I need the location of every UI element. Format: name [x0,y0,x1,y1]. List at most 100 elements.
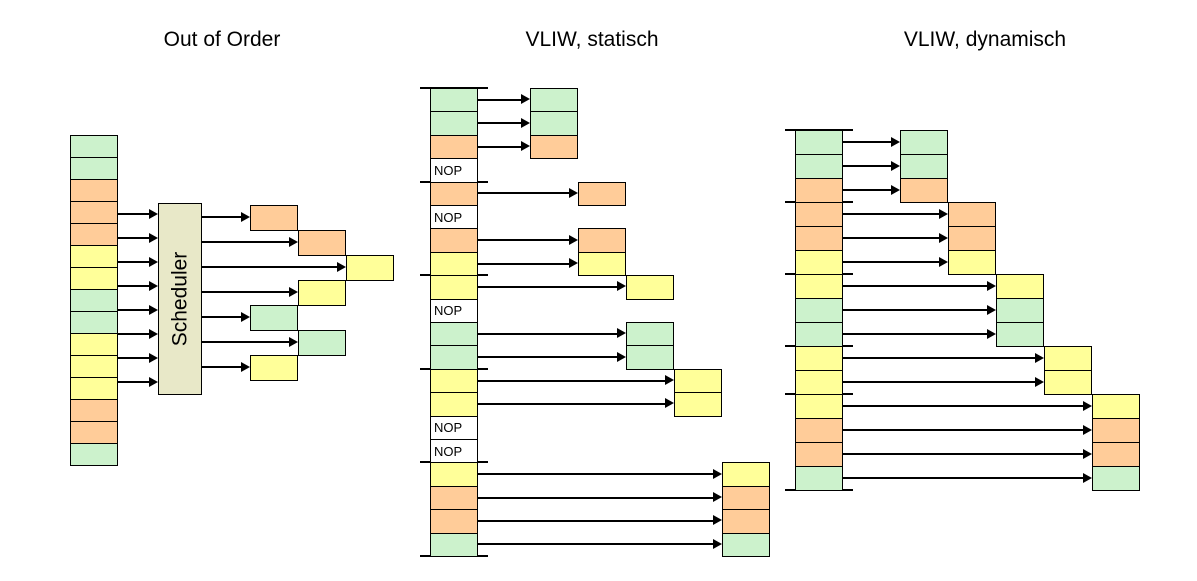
arrow-shaft [843,285,988,287]
arrow-head [1083,424,1092,435]
instruction-cell [430,485,478,511]
panel-title-out-of-order: Out of Order [163,28,281,51]
arrow-head [617,351,626,362]
instruction-cell [430,275,478,300]
instruction-cell [70,223,118,246]
issued-cell [250,355,298,381]
arrow-shaft [843,405,1084,407]
arrow-head [241,361,250,372]
arrow-shaft [478,285,618,288]
instruction-cell [795,466,843,491]
arrow-shaft [202,266,338,268]
arrow-shaft [202,316,242,318]
issued-cell [900,154,948,179]
instruction-cell [795,442,843,467]
instruction-cell [795,130,843,155]
issued-cell [578,181,626,206]
arrow-shaft [478,356,618,359]
arrow-shaft [118,285,150,287]
issued-cell [900,130,948,155]
issued-cell [578,251,626,277]
arrow-shaft [843,141,892,143]
arrow-head [241,211,250,222]
arrow-head [521,94,530,105]
issued-cell [530,88,578,113]
instruction-cell [795,418,843,443]
arrow-shaft [118,309,150,311]
arrow-shaft [118,381,150,383]
arrow-shaft [478,239,570,242]
instruction-cell [430,181,478,206]
arrow-shaft [478,543,714,546]
arrow-shaft [118,261,150,263]
issued-cell [1044,370,1092,395]
instruction-cell [795,202,843,227]
arrow-head [149,376,158,387]
issued-cell [298,230,346,256]
issued-cell [722,485,770,511]
instruction-cell [795,322,843,347]
arrow-shaft [478,332,618,335]
instruction-cell [430,134,478,160]
arrow-head [1035,352,1044,363]
instruction-cell [430,228,478,253]
arrow-shaft [478,192,570,195]
instruction-cell [795,250,843,275]
arrow-shaft [843,429,1084,431]
arrow-head [149,304,158,315]
nop-cell: NOP [430,205,478,230]
issued-cell [530,111,578,136]
instruction-cell [70,135,118,158]
scheduler-box: Scheduler [158,203,202,395]
arrow-shaft [478,262,570,265]
issued-cell [996,274,1044,299]
instruction-cell [430,509,478,534]
issued-cell [626,345,674,370]
arrow-head [149,328,158,339]
arrow-head [891,160,900,171]
arrow-head [987,328,996,339]
arrow-shaft [843,333,988,335]
arrow-head [149,208,158,219]
instruction-cell [795,394,843,419]
arrow-shaft [478,98,522,101]
issued-cell [346,255,394,281]
arrow-head [337,261,346,272]
instruction-cell [70,289,118,312]
instruction-cell [795,298,843,323]
arrow-head [521,141,530,151]
issued-cell [1092,418,1140,443]
arrow-head [939,232,948,243]
instruction-cell [70,157,118,180]
instruction-cell [795,178,843,203]
arrow-shaft [202,216,242,218]
issued-cell [722,462,770,487]
arrow-shaft [843,189,892,191]
arrow-shaft [478,519,714,522]
issued-cell [948,202,996,227]
arrow-shaft [478,379,666,382]
arrow-shaft [118,237,150,239]
arrow-shaft [202,341,290,343]
instruction-cell [70,355,118,378]
arrow-shaft [843,309,988,311]
instruction-cell [430,368,478,394]
issued-cell [948,250,996,275]
scheduler-label: Scheduler [168,251,191,347]
arrow-head [665,398,674,409]
arrow-shaft [118,333,150,335]
issued-cell [996,298,1044,323]
nop-cell: NOP [430,298,478,323]
issued-cell [900,178,948,203]
instruction-cell [430,111,478,136]
instruction-cell [70,377,118,400]
arrow-head [569,187,578,198]
instruction-cell [430,392,478,417]
issued-cell [626,322,674,347]
arrow-head [939,208,948,219]
arrow-head [289,236,298,247]
instruction-cell [70,399,118,422]
arrow-head [241,311,250,322]
arrow-head [1083,448,1092,459]
